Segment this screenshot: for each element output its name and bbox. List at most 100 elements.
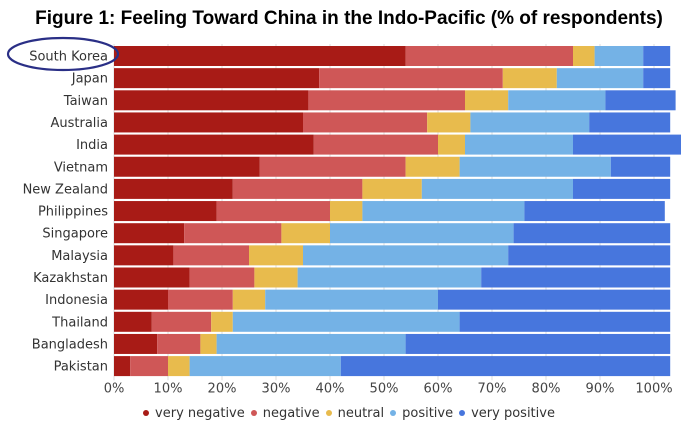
bar-positive <box>465 134 573 155</box>
category-label: Thailand <box>51 315 108 330</box>
bar-neutral <box>330 201 363 222</box>
bar-very-negative <box>114 356 131 377</box>
bar-positive <box>303 245 509 266</box>
bar-neutral <box>200 333 217 354</box>
legend-item: negative <box>250 406 320 421</box>
bar-neutral <box>427 112 471 133</box>
bar-very-positive <box>438 289 671 310</box>
bar-very-positive <box>513 223 671 244</box>
bar-very-positive <box>573 178 671 199</box>
x-tick-label: 30% <box>262 381 291 396</box>
bar-neutral <box>168 356 190 377</box>
legend-item: positive <box>390 406 453 421</box>
bar-very-positive <box>524 201 665 222</box>
bar-very-negative <box>114 289 168 310</box>
bar-negative <box>303 112 428 133</box>
bar-very-negative <box>114 201 217 222</box>
bar-positive <box>297 267 482 288</box>
bar-neutral <box>405 156 460 177</box>
bar-positive <box>265 289 438 310</box>
category-label: Malaysia <box>51 249 108 264</box>
x-tick-label: 40% <box>316 381 345 396</box>
bar-very-positive <box>605 90 676 111</box>
x-tick-label: 70% <box>478 381 507 396</box>
legend-dot <box>143 409 150 416</box>
bar-very-negative <box>114 68 320 89</box>
category-label: Vietnam <box>54 160 108 175</box>
legend-label: negative <box>262 406 320 421</box>
category-label: Pakistan <box>54 360 108 375</box>
category-label: Australia <box>50 116 108 131</box>
bar-negative <box>130 356 168 377</box>
category-label: Indonesia <box>45 293 108 308</box>
category-label: Taiwan <box>63 94 108 109</box>
legend-label: neutral <box>337 406 385 421</box>
bar-negative <box>184 223 282 244</box>
x-tick-label: 80% <box>532 381 561 396</box>
x-tick-label: 10% <box>154 381 183 396</box>
bar-very-negative <box>114 333 158 354</box>
category-label: Singapore <box>42 227 108 242</box>
bar-positive <box>470 112 590 133</box>
bar-very-positive <box>643 46 671 66</box>
bar-very-positive <box>481 267 671 288</box>
bar-very-positive <box>589 112 671 133</box>
bar-very-negative <box>114 46 406 66</box>
bar-neutral <box>465 90 509 111</box>
category-label: Philippines <box>38 205 108 220</box>
bar-very-positive <box>643 68 671 89</box>
bar-very-positive <box>610 156 671 177</box>
bar-neutral <box>502 68 557 89</box>
bar-negative <box>157 333 201 354</box>
bar-very-negative <box>114 90 309 111</box>
category-label: Japan <box>71 72 108 87</box>
bar-neutral <box>249 245 303 266</box>
bar-neutral <box>573 46 595 66</box>
category-label: Kazakhstan <box>33 271 108 286</box>
bar-negative <box>319 68 503 89</box>
bar-negative <box>216 201 330 222</box>
legend-label: very positive <box>471 406 555 421</box>
highlight-circle <box>6 36 120 72</box>
bar-negative <box>259 156 406 177</box>
bar-positive <box>508 90 606 111</box>
bar-very-negative <box>114 267 190 288</box>
x-tick-label: 20% <box>208 381 237 396</box>
bar-negative <box>151 311 212 332</box>
bar-very-positive <box>508 245 671 266</box>
category-label: Bangladesh <box>32 337 108 352</box>
bar-very-positive <box>405 333 671 354</box>
category-label: South Korea <box>29 50 108 65</box>
x-tick-label: 90% <box>586 381 615 396</box>
bar-positive <box>421 178 573 199</box>
bar-negative <box>173 245 249 266</box>
legend-dot <box>250 409 257 416</box>
bar-very-negative <box>114 178 233 199</box>
bar-very-positive <box>459 311 671 332</box>
x-tick-label: 100% <box>635 381 672 396</box>
bar-very-positive <box>573 134 681 155</box>
bar-negative <box>168 289 233 310</box>
bar-very-negative <box>114 311 152 332</box>
x-tick-label: 0% <box>104 381 125 396</box>
bar-very-negative <box>114 223 185 244</box>
bar-positive <box>594 46 644 66</box>
legend-dot <box>325 409 332 416</box>
legend-item: neutral <box>325 406 385 421</box>
legend-label: positive <box>402 406 454 421</box>
bar-positive <box>330 223 514 244</box>
legend-dot <box>390 409 397 416</box>
bar-neutral <box>281 223 330 244</box>
bar-negative <box>308 90 465 111</box>
bar-neutral <box>362 178 422 199</box>
chart-title: Figure 1: Feeling Toward China in the In… <box>35 8 663 29</box>
bar-neutral <box>211 311 233 332</box>
chart-legend: very negative negative neutral positive very… <box>0 406 698 421</box>
x-tick-label: 50% <box>370 381 399 396</box>
bar-very-negative <box>114 156 260 177</box>
bar-neutral <box>438 134 465 155</box>
x-tick-label: 60% <box>424 381 453 396</box>
bar-very-negative <box>114 112 303 133</box>
bar-very-negative <box>114 134 314 155</box>
